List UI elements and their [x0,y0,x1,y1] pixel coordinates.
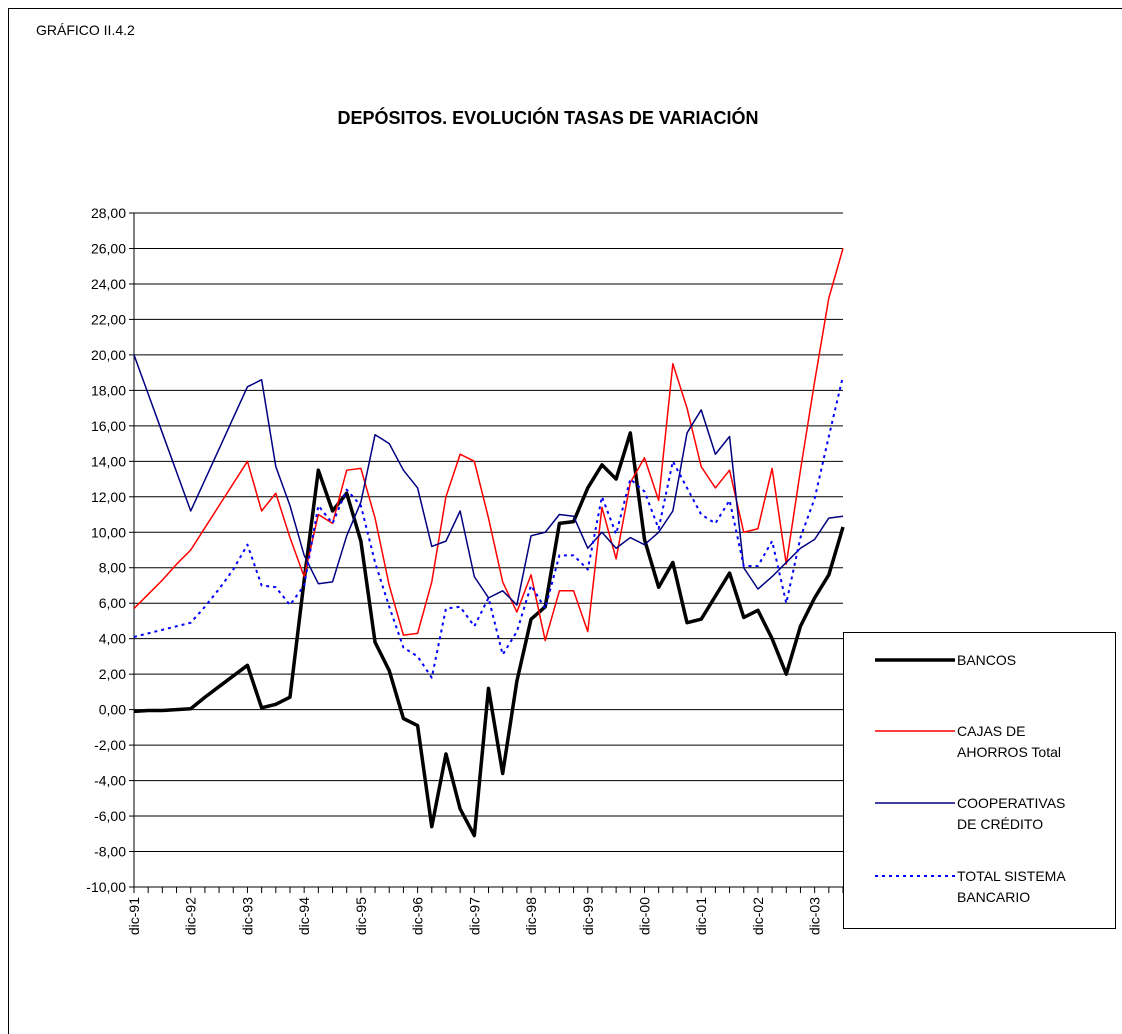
y-tick-label: 18,00 [91,382,126,398]
y-tick-label: -4,00 [94,773,126,789]
y-tick-label: 16,00 [91,418,126,434]
legend-label: TOTAL SISTEMA BANCARIO [957,868,1066,905]
series-line [133,354,844,606]
figure-label: GRÁFICO II.4.2 [36,22,135,38]
x-tick-label: dic-91 [126,897,142,935]
y-tick-label: -10,00 [86,879,126,895]
y-tick-label: 24,00 [91,276,126,292]
x-tick-label: dic-99 [580,897,596,935]
series-line [133,431,845,838]
x-tick-label: dic-00 [636,897,652,935]
y-tick-label: 28,00 [91,205,126,221]
y-tick-label: 10,00 [91,524,126,540]
y-tick-label: 12,00 [91,489,126,505]
y-tick-label: -8,00 [94,844,126,860]
y-tick-label: 6,00 [99,595,126,611]
y-tick-label: 14,00 [91,453,126,469]
y-tick-label: 4,00 [99,631,126,647]
series-line [133,248,844,642]
legend-box [843,632,1116,929]
y-tick-label: 22,00 [91,311,126,327]
x-tick-label: dic-03 [807,897,823,935]
y-tick-label: 2,00 [99,666,126,682]
x-tick-label: dic-02 [750,897,766,935]
x-tick-label: dic-94 [296,897,312,935]
legend-label: BANCOS [957,652,1016,668]
y-tick-label: -2,00 [94,737,126,753]
x-tick-label: dic-93 [239,897,255,935]
chart-title: DEPÓSITOS. EVOLUCIÓN TASAS DE VARIACIÓN [337,107,758,128]
x-tick-label: dic-92 [183,897,199,935]
x-tick-label: dic-96 [410,897,426,935]
y-tick-label: -6,00 [94,808,126,824]
x-tick-label: dic-98 [523,897,539,935]
series-line [133,375,844,679]
y-tick-label: 20,00 [91,347,126,363]
y-tick-label: 8,00 [99,560,126,576]
legend-label: COOPERATIVAS DE CRÉDITO [957,795,1065,832]
y-tick-label: 0,00 [99,702,126,718]
x-tick-label: dic-01 [693,897,709,935]
x-tick-label: dic-95 [353,897,369,935]
legend-label: CAJAS DE AHORROS Total [957,723,1061,760]
x-tick-label: dic-97 [466,897,482,935]
y-tick-label: 26,00 [91,240,126,256]
